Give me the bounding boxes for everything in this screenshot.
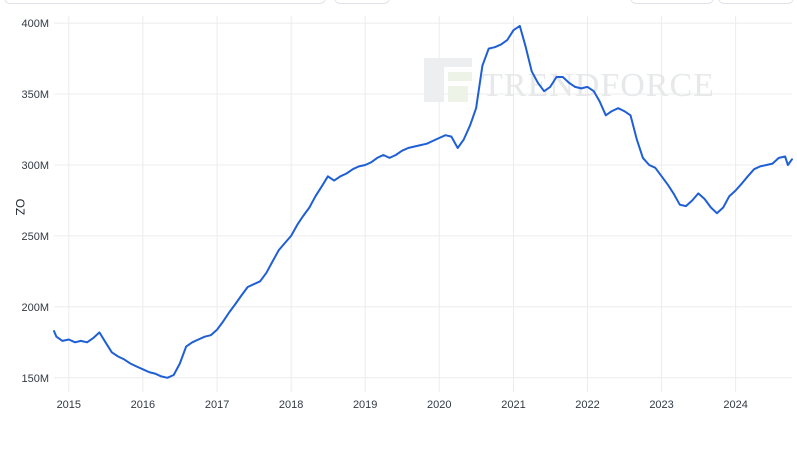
series-line: [53, 24, 793, 379]
y-tick-label: 400M: [21, 18, 49, 30]
horizontal-gridlines: [54, 22, 792, 379]
x-tick-label: 2016: [131, 399, 155, 411]
x-tick-label: 2023: [649, 399, 673, 411]
x-tick-label: 2017: [205, 399, 229, 411]
trendforce-watermark: TRENDFORCE: [424, 58, 714, 104]
toolbar-strip: [0, 0, 797, 4]
y-tick-label: 200M: [21, 302, 49, 314]
x-tick-label: 2019: [353, 399, 377, 411]
trendforce-logo-icon: [424, 58, 472, 102]
y-axis-label: OZ: [13, 199, 27, 216]
y-tick-label: 300M: [21, 160, 49, 172]
x-tick-label: 2018: [279, 399, 303, 411]
x-tick-label: 2020: [427, 399, 451, 411]
y-tick-label: 250M: [21, 231, 49, 243]
vertical-gridlines: [68, 16, 737, 392]
x-tick-label: 2022: [575, 399, 599, 411]
x-tick-label: 2021: [501, 399, 525, 411]
x-tick-label: 2024: [723, 399, 747, 411]
y-axis-tick-labels: 150M 200M 250M 300M 350M 400M: [21, 18, 49, 385]
y-tick-label: 350M: [21, 89, 49, 101]
x-axis-tick-labels: 2015 2016 2017 2018 2019 2020 2021 2022 2023 2024: [57, 399, 748, 411]
x-tick-label: 2015: [57, 399, 81, 411]
y-tick-label: 150M: [21, 373, 49, 385]
